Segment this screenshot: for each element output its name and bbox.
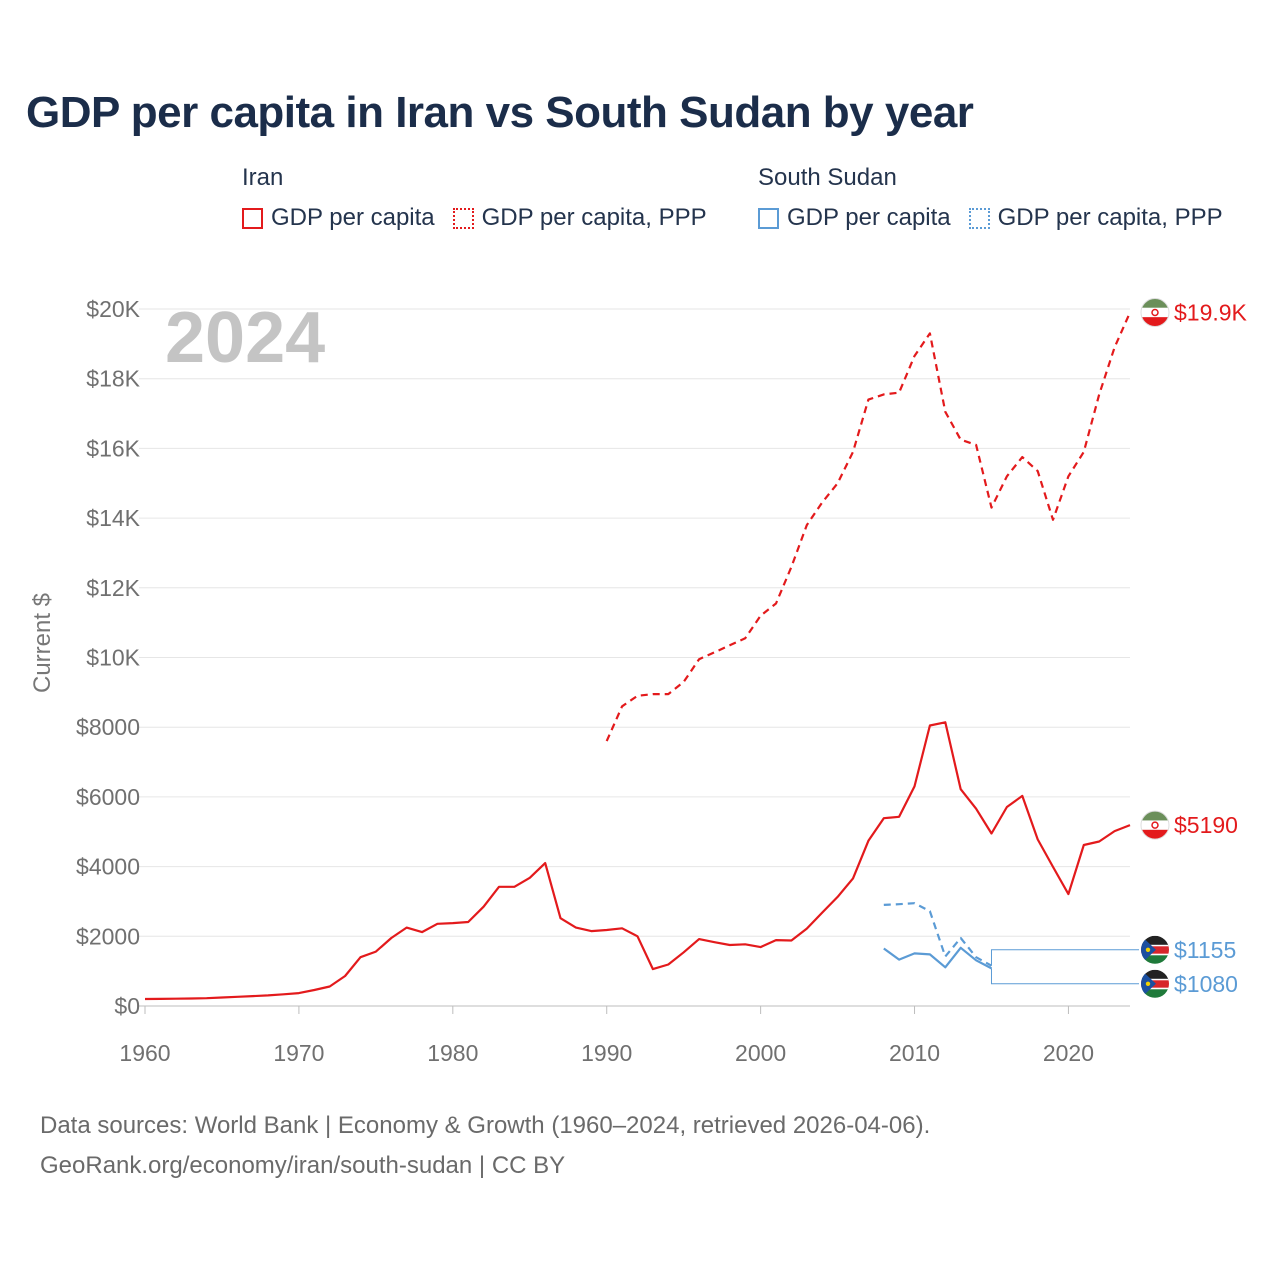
legend-label: GDP per capita, PPP <box>997 204 1223 231</box>
x-tick-label: 2000 <box>735 1040 786 1066</box>
flag-south-sudan-icon <box>1141 935 1169 964</box>
y-axis-ticks: $0 $2000 $4000 $6000 $8000 $10K $12K $14K $16K $1… <box>76 296 141 1019</box>
label-connectors <box>990 949 1139 985</box>
end-label: $1155 <box>1174 937 1236 963</box>
label-connector <box>990 949 1139 966</box>
flag-south-sudan-icon <box>1141 969 1169 998</box>
legend-item-south-sudan-gdp-ppp[interactable]: GDP per capita, PPP <box>968 204 1223 232</box>
y-tick-label: $2000 <box>76 923 140 949</box>
legend-swatch-dotted-icon <box>452 207 474 229</box>
legend-swatch-solid-icon <box>242 207 263 229</box>
flag-iran-icon <box>1140 810 1170 840</box>
x-tick-label: 1980 <box>427 1040 478 1066</box>
y-tick-label: $6000 <box>76 784 140 810</box>
x-tick-label: 1960 <box>119 1040 170 1066</box>
series-line-3[interactable] <box>883 902 993 967</box>
y-tick-label: $14K <box>86 505 140 531</box>
year-watermark: 2024 <box>165 298 325 378</box>
legend-item-iran-gdp[interactable]: GDP per capita <box>242 204 435 232</box>
y-axis-label: Current $ <box>29 593 56 693</box>
x-axis-ticks: 1960 1970 1980 1990 2000 2010 2020 <box>119 1006 1094 1066</box>
label-connector <box>990 968 1139 985</box>
series-line-2[interactable] <box>883 946 993 970</box>
flag-iran-icon <box>1140 297 1170 327</box>
y-tick-label: $10K <box>86 645 140 671</box>
legend-group-south-sudan: South Sudan GDP per capita GDP per capit… <box>758 162 1241 232</box>
chart-title: GDP per capita in Iran vs South Sudan by… <box>26 88 974 137</box>
source-link[interactable]: GeoRank.org/economy/iran/south-sudan | C… <box>40 1152 566 1179</box>
y-tick-label: $4000 <box>76 854 140 880</box>
series-line-0[interactable] <box>144 721 1131 1001</box>
end-label: $19.9K <box>1174 299 1248 325</box>
series-line-1[interactable] <box>605 312 1132 742</box>
legend-label: GDP per capita <box>271 204 435 231</box>
legend-item-south-sudan-gdp[interactable]: GDP per capita <box>758 204 951 232</box>
x-tick-label: 2010 <box>889 1040 940 1066</box>
y-tick-label: $16K <box>86 435 140 461</box>
data-source-note: Data sources: World Bank | Economy & Gro… <box>40 1112 931 1139</box>
legend-swatch-solid-icon <box>758 207 779 229</box>
y-tick-label: $0 <box>114 993 140 1019</box>
x-tick-label: 1990 <box>581 1040 632 1066</box>
legend-country-south-sudan: South Sudan <box>758 164 897 191</box>
footer: Data sources: World Bank | Economy & Gro… <box>40 1106 930 1186</box>
legend-group-iran: Iran GDP per capita GDP per capita, PPP <box>242 162 725 232</box>
legend-label: GDP per capita, PPP <box>481 204 707 231</box>
legend-label: GDP per capita <box>787 204 951 231</box>
legend-swatch-dotted-icon <box>968 207 990 229</box>
end-labels: $19.9K $5190 $1155 $1080 <box>1140 297 1248 998</box>
series-lines <box>144 312 1132 1001</box>
y-tick-label: $8000 <box>76 714 140 740</box>
gridlines <box>139 308 1130 1007</box>
end-label: $1080 <box>1174 971 1238 997</box>
end-label: $5190 <box>1174 812 1238 838</box>
y-tick-label: $20K <box>86 296 140 322</box>
x-tick-label: 1970 <box>273 1040 324 1066</box>
legend-item-iran-gdp-ppp[interactable]: GDP per capita, PPP <box>452 204 707 232</box>
y-tick-label: $12K <box>86 575 140 601</box>
y-tick-label: $18K <box>86 366 140 392</box>
legend-country-iran: Iran <box>242 164 284 191</box>
x-tick-label: 2020 <box>1043 1040 1094 1066</box>
